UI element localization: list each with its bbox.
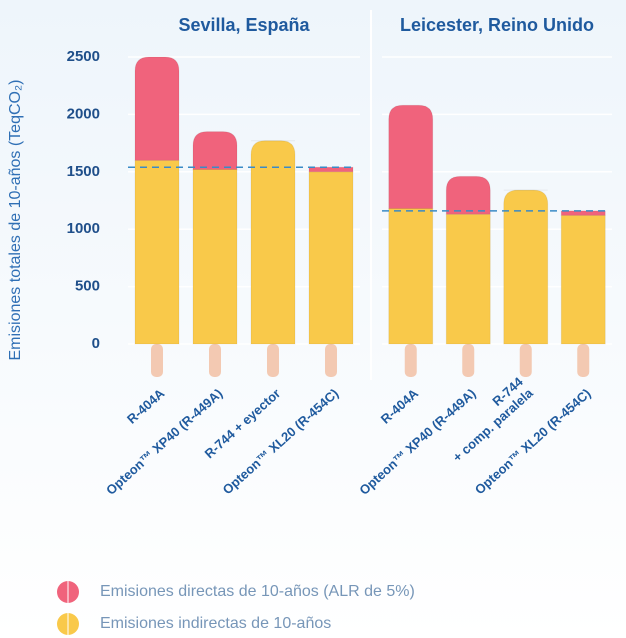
bar-segment — [135, 57, 179, 160]
stick — [462, 344, 474, 377]
bar-segment — [309, 172, 353, 344]
bar-segment — [561, 215, 605, 344]
y-tick-label: 1000 — [67, 220, 100, 237]
stick — [405, 344, 417, 377]
bar-segment — [389, 209, 433, 344]
y-tick-label: 1500 — [67, 163, 100, 180]
page: {"chart_data": { "type": "bar", "stacked… — [0, 0, 626, 638]
legend-label: Emisiones indirectas de 10-años — [100, 615, 331, 632]
bar-segment — [446, 176, 490, 214]
bar-segment — [251, 141, 295, 344]
panel-title: Sevilla, España — [178, 15, 310, 35]
chart: Emisiones totales de 10-años (TeqCO₂) 0 5… — [0, 0, 626, 638]
bar-segment — [446, 214, 490, 344]
panel-title: Leicester, Reino Unido — [400, 15, 594, 35]
legend-label: Emisiones directas de 10-años (ALR de 5%… — [100, 583, 415, 600]
y-tick-label: 2500 — [67, 48, 100, 65]
y-axis-label: Emisiones totales de 10-años (TeqCO₂) — [7, 79, 24, 360]
y-tick-label: 0 — [92, 335, 100, 352]
bar-segment — [193, 170, 237, 344]
bar-segment — [504, 190, 548, 344]
stick — [577, 344, 589, 377]
stick — [151, 344, 163, 377]
y-tick-label: 2000 — [67, 105, 100, 122]
bar-segment — [135, 160, 179, 344]
stick — [267, 344, 279, 377]
stick — [325, 344, 337, 377]
y-tick-label: 500 — [75, 278, 100, 295]
stick — [520, 344, 532, 377]
stick — [209, 344, 221, 377]
bar-segment — [389, 105, 433, 208]
bar-segment — [193, 132, 237, 170]
